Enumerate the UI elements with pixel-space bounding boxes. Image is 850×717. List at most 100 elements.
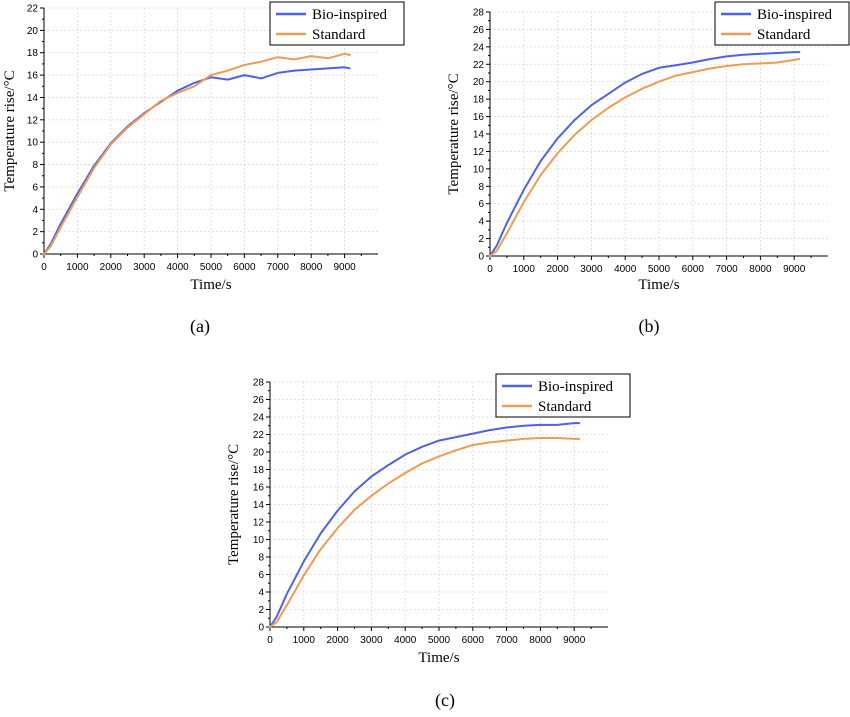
y-tick-label: 18 <box>253 465 265 476</box>
panel-label: (c) <box>435 690 455 711</box>
x-tick-label: 3000 <box>133 262 156 273</box>
x-tick-label: 1000 <box>293 635 316 646</box>
y-tick-label: 12 <box>473 147 485 158</box>
x-tick-label: 2000 <box>100 262 123 273</box>
x-tick-label: 0 <box>41 262 47 273</box>
y-tick-label: 24 <box>253 413 265 424</box>
y-tick-label: 24 <box>473 42 485 53</box>
y-tick-label: 4 <box>478 217 484 228</box>
x-tick-label: 8000 <box>749 264 772 275</box>
y-tick-label: 18 <box>27 48 39 59</box>
chart-panel-b: 0 1000 2000 3000 4000 5000 6000 7000 8000 9000024… <box>446 1 850 337</box>
y-tick-label: 16 <box>27 71 39 82</box>
y-tick-label: 22 <box>253 430 265 441</box>
x-tick-label: 6000 <box>233 262 256 273</box>
x-tick-label: 9000 <box>333 262 356 273</box>
legend-label: Standard <box>757 27 811 43</box>
y-axis-title: Temperature rise/°C <box>2 70 18 191</box>
y-tick-label: 10 <box>27 138 39 149</box>
x-tick-label: 0 <box>267 635 273 646</box>
legend-label: Bio-inspired <box>757 7 832 23</box>
y-tick-label: 12 <box>27 115 39 126</box>
y-axis-title: Temperature rise/°C <box>446 73 462 194</box>
y-tick-label: 26 <box>253 395 265 406</box>
series-line-bio-inspired <box>269 422 581 628</box>
legend-label: Bio-inspired <box>538 379 613 395</box>
y-tick-label: 10 <box>473 164 485 175</box>
y-tick-label: 28 <box>473 8 485 19</box>
y-tick-label: 12 <box>253 518 265 529</box>
y-tick-label: 4 <box>258 588 264 599</box>
x-tick-label: 3000 <box>580 264 603 275</box>
x-tick-label: 8000 <box>300 262 323 273</box>
legend-box <box>495 373 631 418</box>
y-tick-label: 10 <box>253 535 265 546</box>
x-tick-label: 4000 <box>166 262 189 273</box>
series-line-bio-inspired <box>43 66 351 255</box>
y-tick-label: 20 <box>253 448 265 459</box>
x-tick-label: 7000 <box>495 635 518 646</box>
y-tick-label: 8 <box>32 160 38 171</box>
x-tick-label: 5000 <box>200 262 223 273</box>
series-line-standard <box>269 437 581 628</box>
legend-box <box>269 1 405 46</box>
x-tick-label: 7000 <box>267 262 290 273</box>
panel-label: (b) <box>639 316 660 337</box>
y-tick-label: 20 <box>473 77 485 88</box>
legend: Bio-inspired Standard <box>495 373 631 418</box>
series-line-bio-inspired <box>489 51 801 257</box>
y-tick-label: 2 <box>478 234 484 245</box>
chart-panel-c: 0 1000 2000 3000 4000 5000 6000 7000 8000 9000024… <box>226 373 631 711</box>
x-tick-label: 9000 <box>783 264 806 275</box>
y-tick-label: 6 <box>258 570 264 581</box>
x-tick-label: 5000 <box>648 264 671 275</box>
legend-label: Standard <box>538 399 592 415</box>
x-axis-title: Time/s <box>418 650 459 666</box>
y-tick-label: 0 <box>32 250 38 261</box>
legend-box <box>714 1 850 46</box>
legend: Bio-inspired Standard <box>714 1 850 46</box>
legend-label: Standard <box>312 27 366 43</box>
x-tick-label: 6000 <box>682 264 705 275</box>
x-tick-label: 8000 <box>529 635 552 646</box>
y-tick-label: 8 <box>258 553 264 564</box>
y-tick-label: 6 <box>32 182 38 193</box>
y-tick-label: 8 <box>478 182 484 193</box>
y-tick-label: 20 <box>27 26 39 37</box>
x-axis-title: Time/s <box>190 277 231 293</box>
y-tick-label: 18 <box>473 95 485 106</box>
x-tick-label: 7000 <box>715 264 738 275</box>
legend-label: Bio-inspired <box>312 7 387 23</box>
x-tick-label: 5000 <box>428 635 451 646</box>
x-axis-title: Time/s <box>638 277 679 293</box>
x-tick-label: 3000 <box>360 635 383 646</box>
y-tick-label: 14 <box>473 130 485 141</box>
y-tick-label: 28 <box>253 378 265 389</box>
x-tick-label: 0 <box>487 264 493 275</box>
y-tick-label: 22 <box>473 60 485 71</box>
y-tick-label: 0 <box>478 252 484 263</box>
x-tick-label: 4000 <box>614 264 637 275</box>
y-axis-title: Temperature rise/°C <box>226 444 242 565</box>
y-tick-label: 0 <box>258 623 264 634</box>
x-tick-label: 6000 <box>462 635 485 646</box>
y-tick-label: 16 <box>253 483 265 494</box>
x-tick-label: 4000 <box>394 635 417 646</box>
y-tick-label: 26 <box>473 25 485 36</box>
y-tick-label: 4 <box>32 205 38 216</box>
x-tick-label: 2000 <box>546 264 569 275</box>
series-line-standard <box>489 58 801 257</box>
chart-panel-a: 0 1000 2000 3000 4000 5000 6000 7000 8000 9000 0 2 4… <box>2 1 405 337</box>
y-tick-label: 2 <box>258 605 264 616</box>
x-tick-label: 2000 <box>326 635 349 646</box>
y-tick-label: 16 <box>473 112 485 123</box>
x-tick-label: 1000 <box>513 264 536 275</box>
y-tick-label: 14 <box>253 500 265 511</box>
legend: Bio-inspired Standard <box>269 1 405 46</box>
y-tick-label: 22 <box>27 4 39 15</box>
y-tick-label: 6 <box>478 199 484 210</box>
y-tick-label: 14 <box>27 93 39 104</box>
x-tick-label: 9000 <box>563 635 586 646</box>
